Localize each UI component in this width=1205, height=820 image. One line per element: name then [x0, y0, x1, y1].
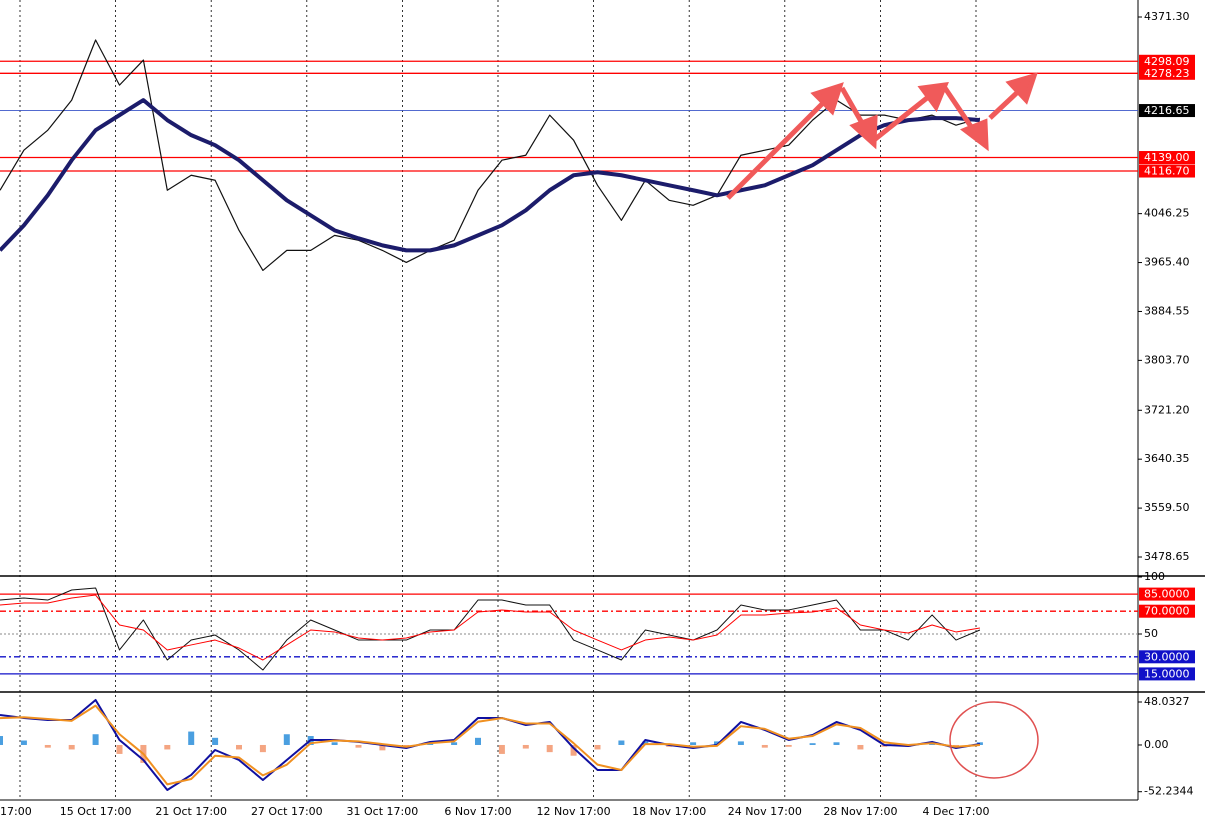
- y-tick-label: 48.0327: [1144, 695, 1190, 708]
- arrow-head: [959, 118, 989, 152]
- level-label-box: [1139, 667, 1195, 681]
- histogram-bar: [20, 740, 27, 745]
- x-tick-label: 12 Nov 17:00: [537, 805, 611, 818]
- histogram-bar: [331, 742, 338, 745]
- y-tick-label: 100: [1144, 570, 1165, 583]
- level-label: 4278.23: [1144, 67, 1190, 80]
- level-label: 15.0000: [1144, 667, 1190, 680]
- histogram-bar: [355, 744, 362, 748]
- x-tick-label: 28 Nov 17:00: [823, 805, 897, 818]
- histogram-bar: [976, 742, 983, 745]
- level-label: 4116.70: [1144, 165, 1190, 178]
- histogram-bar: [570, 744, 577, 756]
- arrow-head: [917, 81, 949, 113]
- histogram-bar: [857, 744, 864, 750]
- x-tick-label: 4 Dec 17:00: [923, 805, 990, 818]
- level-label-box: [1139, 587, 1195, 601]
- histogram-bar: [522, 744, 529, 749]
- x-tick-label: 17:00: [0, 805, 32, 818]
- y-tick-label: 3884.55: [1144, 304, 1190, 317]
- histogram-bar: [498, 744, 505, 754]
- x-tick-label: 6 Nov 17:00: [444, 805, 511, 818]
- x-tick-label: 21 Oct 17:00: [155, 805, 227, 818]
- level-label-box: [1139, 66, 1195, 80]
- y-tick-label: 3559.50: [1144, 501, 1190, 514]
- level-label: 85.0000: [1144, 588, 1190, 601]
- series-line: [0, 98, 981, 253]
- level-label: 70.0000: [1144, 605, 1190, 618]
- histogram-bar: [212, 737, 219, 745]
- series-line: [0, 594, 980, 661]
- level-label-box: [1139, 151, 1195, 165]
- y-tick-label: 3640.35: [1144, 452, 1190, 465]
- x-tick-label: 27 Oct 17:00: [251, 805, 323, 818]
- y-tick-label: 4046.25: [1144, 207, 1190, 220]
- histogram-bar: [761, 744, 768, 748]
- x-tick-label: 15 Oct 17:00: [60, 805, 132, 818]
- y-tick-label: 4371.30: [1144, 10, 1190, 23]
- series-line: [0, 587, 981, 671]
- series-line: [0, 39, 981, 272]
- histogram-bar: [0, 736, 3, 745]
- arrow-head: [1005, 72, 1038, 105]
- level-label-box: [1139, 104, 1195, 118]
- arrow: [726, 96, 830, 200]
- histogram-bar: [92, 734, 99, 745]
- x-tick-label: 31 Oct 17:00: [347, 805, 419, 818]
- highlight-circle: [949, 701, 1039, 779]
- histogram-bar: [283, 734, 290, 745]
- y-tick-label: 50: [1144, 627, 1158, 640]
- histogram-bar: [379, 744, 386, 751]
- level-label: 4298.09: [1144, 55, 1190, 68]
- histogram-bar: [690, 742, 697, 745]
- series-line: [0, 704, 980, 786]
- histogram-bar: [833, 742, 840, 745]
- y-tick-label: -52.2344: [1144, 785, 1193, 798]
- level-label-box: [1139, 54, 1195, 68]
- histogram-bar: [714, 741, 720, 745]
- histogram-bar: [451, 742, 458, 745]
- histogram-bar: [618, 740, 625, 745]
- annotations: [726, 72, 1039, 779]
- histogram-bar: [236, 744, 242, 750]
- histogram-bar: [116, 744, 123, 754]
- y-tick-label: 3478.65: [1144, 550, 1190, 563]
- level-label: 4216.65: [1144, 104, 1190, 117]
- histogram-bar: [737, 741, 744, 745]
- histogram-bar: [68, 744, 75, 750]
- y-tick-label: 3965.40: [1144, 256, 1190, 269]
- histogram-bar: [475, 737, 481, 745]
- histogram-bar: [259, 744, 266, 753]
- x-tick-label: 24 Nov 17:00: [728, 805, 802, 818]
- level-label-box: [1139, 164, 1195, 178]
- histogram-bar: [809, 743, 816, 745]
- x-tick-label: 18 Nov 17:00: [632, 805, 706, 818]
- level-label: 30.0000: [1144, 650, 1190, 663]
- histogram-bar: [164, 744, 171, 750]
- level-label-box: [1139, 650, 1195, 664]
- histogram-bar: [785, 744, 792, 747]
- histogram-bar: [594, 744, 601, 750]
- y-tick-label: 3803.70: [1144, 353, 1190, 366]
- arrow-head: [849, 114, 878, 150]
- y-tick-label: 3721.20: [1144, 403, 1190, 416]
- arrow: [872, 92, 934, 142]
- y-tick-label: 0.00: [1144, 738, 1169, 751]
- level-label-box: [1139, 604, 1195, 618]
- series-line: [0, 698, 981, 791]
- histogram-bar: [546, 744, 553, 753]
- histogram-bar: [44, 744, 51, 748]
- histogram-bar: [188, 731, 195, 745]
- arrow-head: [810, 82, 844, 116]
- level-label: 4139.00: [1144, 151, 1190, 164]
